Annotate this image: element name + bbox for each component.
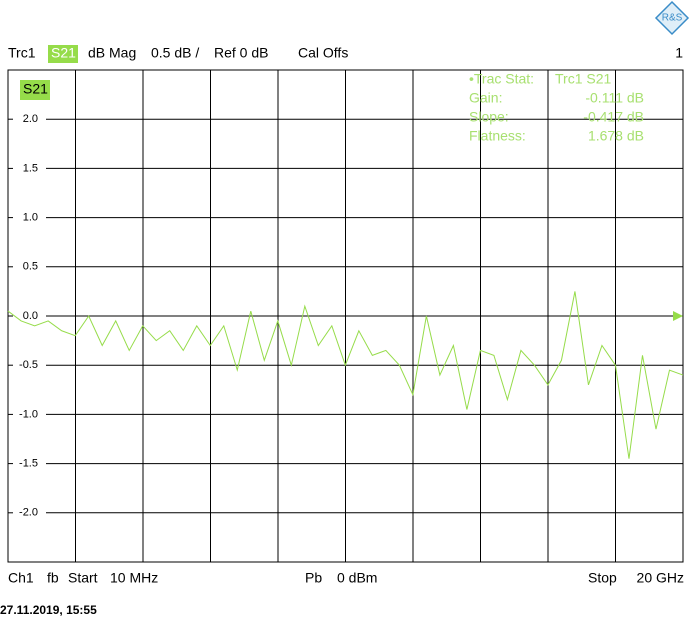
channel-number: 1 [675,45,683,61]
scale: 0.5 dB / [151,45,199,61]
calibration: Cal Offs [298,45,348,61]
stop: 20 GHz [637,570,684,586]
stats-title: •Trac Stat: [469,71,534,87]
trace-layer [7,291,684,459]
param: S21 [51,45,76,61]
stat-label: Gain: [469,90,502,106]
y-tick-label: 2.0 [23,113,38,125]
grid: 2.0 1.5 1.0 0.5 0.0 -0.5 -1.0 -1.5 -2.0 [8,70,683,562]
y-tick-label: -2.0 [19,507,38,519]
timestamp: 27.11.2019, 15:55 [0,603,97,617]
stat-value: -0.417 dB [583,109,644,125]
ref-marker [673,311,683,321]
stop-label: Stop [588,570,617,586]
y-tick-label: 1.5 [23,162,38,174]
stat-label: Slope: [469,109,509,125]
param-box [48,45,78,63]
reference: Ref 0 dB [214,45,268,61]
stats-trace: Trc1 S21 [555,71,611,87]
legend-box [20,80,50,100]
y-tick-label: 1.0 [23,212,38,224]
power-label: Pb [305,570,322,586]
y-tick-label: 0.5 [23,261,38,273]
legend-entry: S21 [23,81,48,97]
y-tick-label: 0.0 [23,310,38,322]
start-label: Start [68,570,98,586]
power: 0 dBm [337,570,377,586]
trace-name: Trc1 [8,45,36,61]
stat-label: Flatness: [469,128,526,144]
stats: Gain: -0.111 dB Slope: -0.417 dB Flatness: 1.… [469,90,644,144]
mode: fb [47,570,59,586]
format: dB Mag [88,45,136,61]
svg-text:R&S: R&S [662,13,683,24]
y-tick-label: -1.5 [19,458,38,470]
y-tick-label: -1.0 [19,408,38,420]
start: 10 MHz [110,570,158,586]
logo: R&S [654,0,690,36]
y-tick-label: -0.5 [19,359,38,371]
trace-line [7,291,684,459]
channel: Ch1 [8,570,34,586]
stat-value: 1.678 dB [588,128,644,144]
stat-value: -0.111 dB [585,90,644,106]
